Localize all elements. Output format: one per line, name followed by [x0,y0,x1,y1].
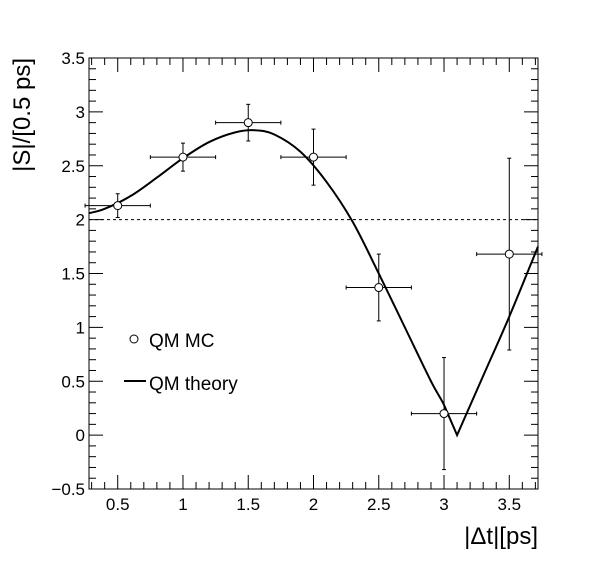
x-tick-label: 2.5 [367,495,391,514]
data-point [439,409,449,419]
y-tick-label: 1.5 [61,265,85,284]
y-tick-label: 3.5 [61,49,85,68]
y-axis-tick-labels: −0.5 0 0.5 1 1.5 2 2.5 3 3.5 [51,49,85,499]
y-tick-label: 2.5 [61,157,85,176]
data-point [113,201,123,211]
x-tick-label: 1.5 [236,495,260,514]
x-tick-label: 0.5 [106,495,130,514]
series-errorbars-qm-mc [84,103,543,471]
x-tick-label: 3 [439,495,448,514]
legend: QM MC QM theory [124,331,238,395]
y-axis-ticks [89,57,538,490]
data-point [374,283,384,293]
x-tick-label: 1 [178,495,187,514]
y-tick-label: 3 [76,103,85,122]
y-tick-label: 0.5 [61,372,85,391]
series-line-qm-theory [88,129,539,438]
y-axis-title: |S|/[0.5 ps] [9,58,36,172]
x-axis-tick-labels: 0.5 1 1.5 2 2.5 3 3.5 [106,495,521,514]
legend-marker-qm-mc [129,334,139,344]
data-point [309,152,318,162]
y-tick-label: 0 [76,426,85,445]
data-point [243,118,253,128]
x-tick-label: 2 [309,495,318,514]
legend-label-qm-theory: QM theory [149,374,238,395]
x-tick-label: 3.5 [497,495,521,514]
y-tick-label: 1 [76,318,85,337]
x-axis-title: |Δt|[ps] [464,523,538,550]
data-point [178,152,188,162]
data-point [504,249,514,259]
x-axis-ticks [91,58,536,489]
legend-label-qm-mc: QM MC [149,331,214,352]
y-tick-label: −0.5 [51,480,85,499]
y-tick-label: 2 [76,211,85,230]
series-points-qm-mc [113,118,514,419]
